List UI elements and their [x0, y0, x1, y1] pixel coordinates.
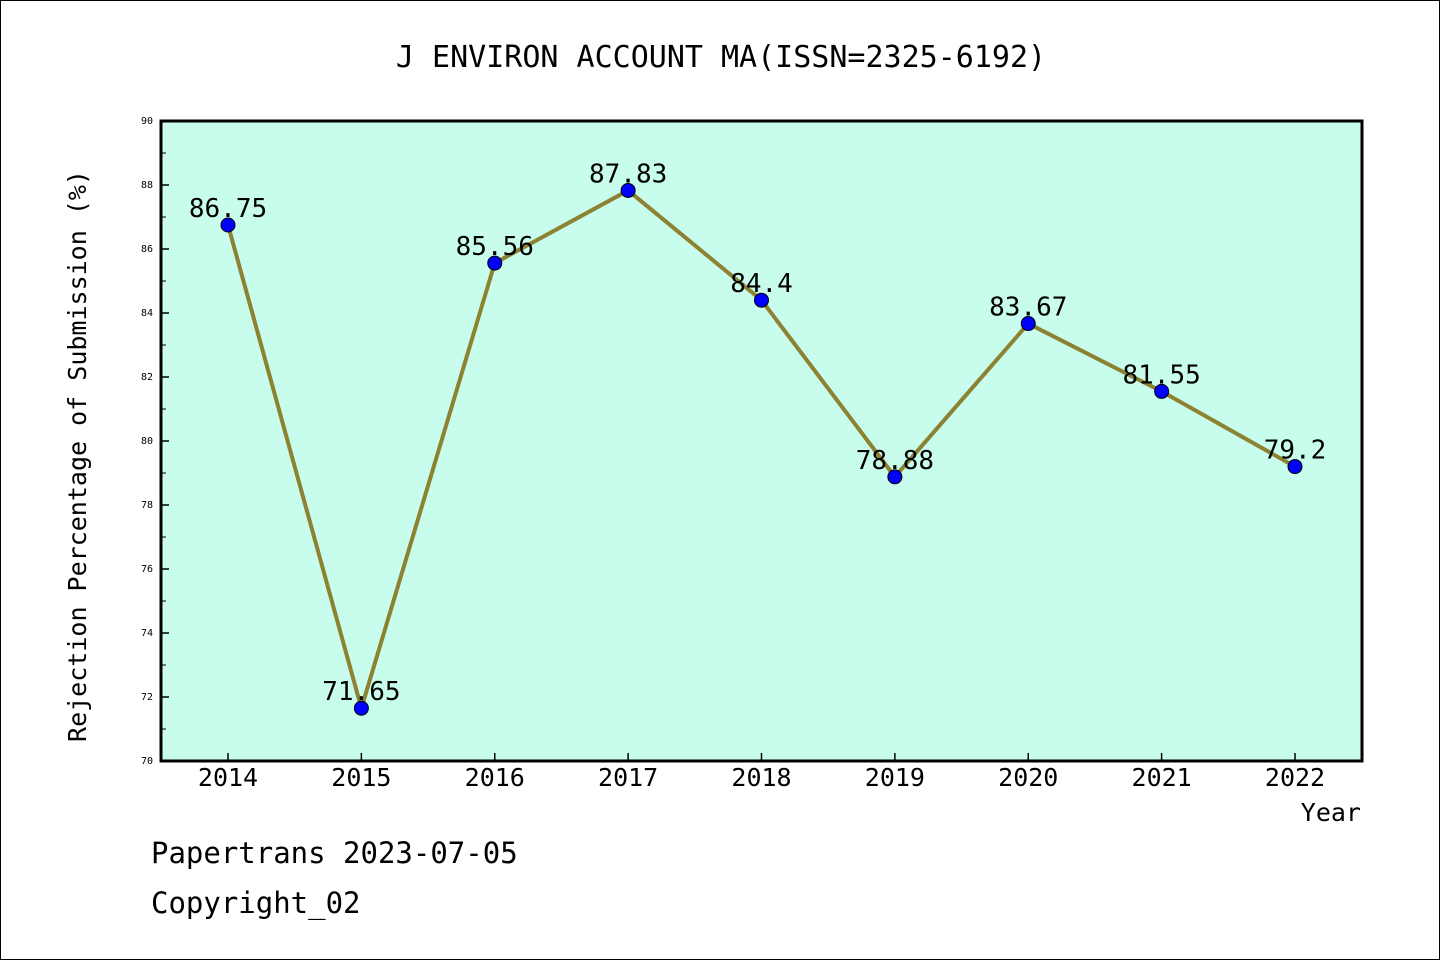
y-tick-label: 80 — [141, 436, 153, 447]
y-tick-label: 70 — [141, 756, 153, 767]
y-tick-label: 82 — [141, 372, 153, 383]
data-point — [620, 182, 636, 198]
x-axis-ticks: 2014 2015 2016 2017 2018 2019 2020 2021 2022 — [198, 753, 1325, 792]
data-label: 79.2 — [1264, 436, 1327, 466]
x-tick-label: 2014 — [198, 763, 258, 792]
x-tick-label: 2018 — [731, 763, 791, 792]
data-point — [887, 469, 903, 485]
data-point — [1287, 459, 1303, 475]
plot-frame — [159, 119, 1364, 763]
data-point — [1020, 316, 1036, 332]
y-tick-label: 78 — [141, 500, 153, 511]
y-axis-ticks: 70 72 74 76 78 80 82 84 86 88 90 — [141, 116, 169, 767]
data-label: 78.88 — [856, 446, 934, 476]
y-tick-label: 74 — [141, 628, 153, 639]
footer-date-text: Papertrans 2023-07-05 — [151, 836, 518, 870]
y-tick-label: 72 — [141, 692, 153, 703]
data-label: 84.4 — [730, 269, 793, 299]
data-markers — [220, 182, 1303, 716]
data-point — [754, 292, 769, 308]
data-point — [487, 255, 503, 271]
chart-title: J ENVIRON ACCOUNT MA(ISSN=2325-6192) — [396, 40, 1046, 75]
x-tick-label: 2017 — [598, 763, 658, 792]
data-label: 71.65 — [322, 677, 400, 707]
x-tick-label: 2019 — [865, 763, 925, 792]
data-label: 81.55 — [1122, 360, 1200, 390]
x-tick-label: 2021 — [1132, 763, 1192, 792]
y-tick-label: 76 — [141, 564, 153, 575]
data-label: 85.56 — [456, 232, 534, 262]
y-tick-label: 86 — [141, 244, 153, 255]
y-tick-label: 90 — [141, 116, 153, 127]
y-tick-label: 84 — [141, 308, 153, 319]
data-labels: 86.75 71.65 85.56 87.83 84.4 78.88 83.67 81.55 7… — [189, 159, 1326, 707]
x-tick-label: 2022 — [1265, 763, 1325, 792]
data-point — [1154, 383, 1170, 399]
data-point — [353, 700, 369, 716]
data-label: 86.75 — [189, 194, 267, 224]
x-axis-label: Year — [1301, 798, 1361, 827]
data-point — [220, 217, 236, 233]
footer-copyright-text: Copyright_02 — [151, 886, 361, 920]
plot-area — [161, 121, 1362, 761]
y-tick-label: 88 — [141, 180, 153, 191]
data-label: 87.83 — [589, 159, 667, 189]
x-tick-label: 2020 — [998, 763, 1058, 792]
x-tick-label: 2015 — [331, 763, 391, 792]
y-axis-label: Rejection Percentage of Submission (%) — [63, 170, 92, 742]
data-label: 83.67 — [989, 293, 1067, 323]
x-tick-label: 2016 — [465, 763, 525, 792]
